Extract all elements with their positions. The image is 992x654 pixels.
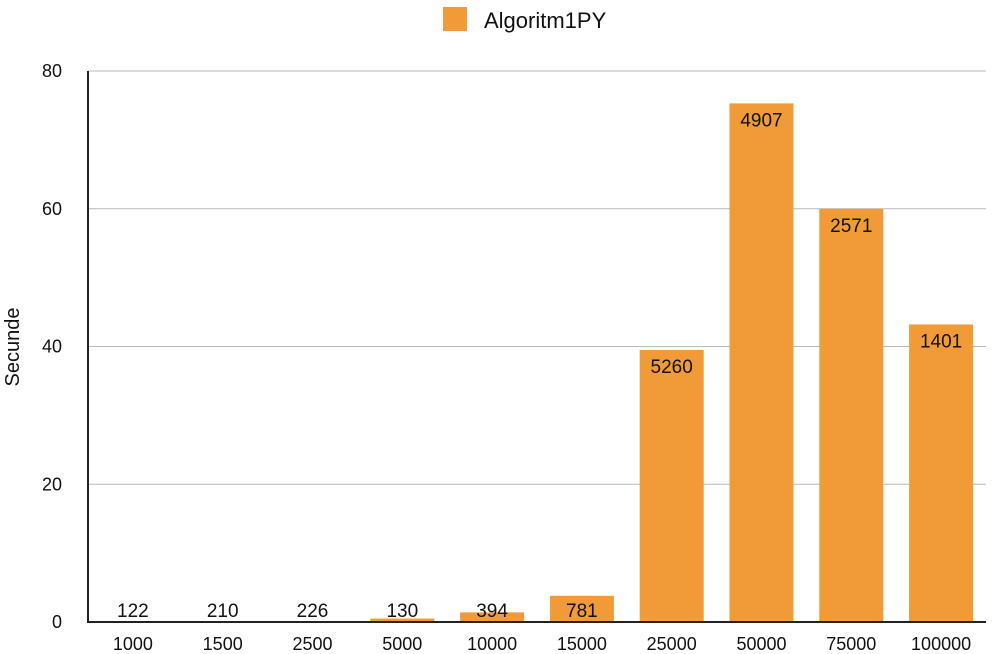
- x-axis-ticks: 1000 1500 2500 5000 10000 15000 25000 50000 7500…: [113, 634, 971, 654]
- data-label: 781: [566, 601, 598, 622]
- x-tick-label: 50000: [736, 634, 786, 654]
- bar: [819, 208, 884, 622]
- x-tick-label: 5000: [382, 634, 422, 654]
- data-label: 1401: [920, 331, 962, 352]
- bar: [729, 103, 794, 623]
- data-label: 394: [476, 601, 508, 622]
- x-tick-label: 25000: [647, 634, 697, 654]
- legend-swatch: [443, 7, 467, 31]
- x-tick-label: 10000: [467, 634, 517, 654]
- x-tick-label: 100000: [911, 634, 971, 654]
- y-axis-ticks: 0 20 40 60 80: [42, 61, 62, 632]
- bars: [100, 103, 974, 623]
- y-tick-label: 20: [42, 474, 62, 494]
- legend-label: Algoritm1PY: [484, 8, 607, 33]
- bar: [460, 612, 525, 622]
- data-labels: 122 210 226 130 394 781 5260 4907 2571 1401: [117, 110, 962, 622]
- y-tick-label: 80: [42, 61, 62, 81]
- x-tick-label: 15000: [557, 634, 607, 654]
- y-tick-label: 60: [42, 199, 62, 219]
- x-tick-label: 2500: [292, 634, 332, 654]
- legend: Algoritm1PY: [443, 7, 607, 33]
- bar: [549, 595, 614, 622]
- y-tick-label: 0: [52, 612, 62, 632]
- bar: [909, 324, 974, 622]
- data-label: 122: [117, 601, 149, 622]
- x-tick-label: 75000: [826, 634, 876, 654]
- data-label: 5260: [651, 357, 693, 378]
- y-tick-label: 40: [42, 337, 62, 357]
- x-tick-label: 1500: [203, 634, 243, 654]
- x-tick-label: 1000: [113, 634, 153, 654]
- data-label: 226: [297, 601, 329, 622]
- bar: [370, 618, 435, 622]
- bar: [639, 349, 704, 622]
- data-label: 2571: [830, 216, 872, 237]
- data-label: 210: [207, 601, 239, 622]
- y-axis-title: Secunde: [2, 308, 24, 387]
- data-label: 130: [386, 601, 418, 622]
- data-label: 4907: [740, 110, 782, 131]
